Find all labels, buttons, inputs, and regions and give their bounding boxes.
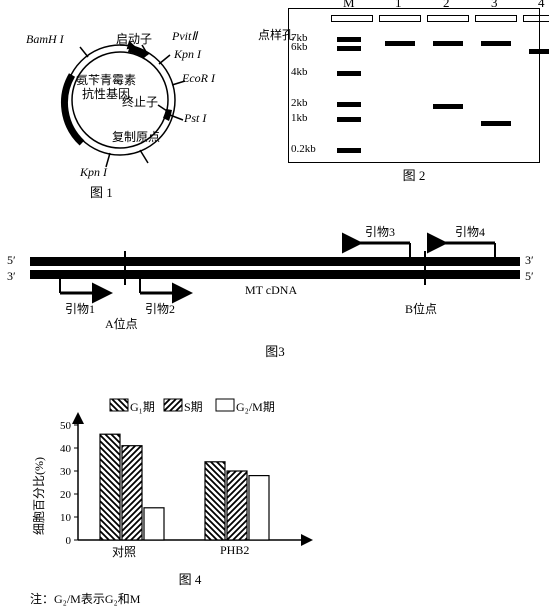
well	[427, 15, 469, 22]
lane-4: 4	[538, 0, 545, 11]
primer3-label: 引物3	[365, 223, 395, 240]
gel-band	[385, 41, 415, 46]
well	[379, 15, 421, 22]
fig3-caption: 图3	[5, 341, 545, 360]
gel-band	[481, 121, 511, 126]
gel-band	[337, 71, 361, 76]
gel-band	[481, 41, 511, 46]
well	[331, 15, 373, 22]
siteA-label: A位点	[105, 315, 138, 332]
ladder-label: 0.2kb	[291, 143, 316, 155]
origin-label: 复制原点	[112, 128, 160, 145]
svg-text:50: 50	[60, 420, 72, 432]
fig1-caption: 图 1	[90, 182, 113, 201]
siteB-label: B位点	[405, 300, 437, 317]
primer1-label: 引物1	[65, 300, 95, 317]
ladder-label: 2kb	[291, 97, 308, 109]
lane-2: 2	[443, 0, 450, 11]
gel-band	[529, 49, 549, 54]
svg-text:20: 20	[60, 489, 72, 501]
kpn-bot-label: Kpn I	[80, 165, 107, 180]
gel-band	[337, 46, 361, 51]
bamhi-label: BamH I	[26, 32, 64, 47]
end3-right-top: 3′	[525, 253, 534, 268]
lane-M: M	[343, 0, 355, 11]
kpn-top-label: Kpn I	[174, 47, 201, 62]
figure-2: 点样孔 M 1 2 3 4 7kb6kb4kb2kb1kb0.2kb 图 2	[260, 8, 540, 184]
group-0: 对照	[112, 543, 136, 560]
group-1: PHB2	[220, 543, 249, 558]
lane-1: 1	[395, 0, 402, 11]
legend-g1: G₁期	[130, 398, 155, 415]
bar-chart-svg: 0 10 20 30 40 50	[30, 395, 330, 565]
gel-band	[433, 41, 463, 46]
gel-band	[337, 148, 361, 153]
gel-band	[433, 104, 463, 109]
fig4-caption: 图 4	[30, 569, 350, 588]
legend-g2m: G₂/M期	[236, 398, 275, 415]
legend-s: S期	[184, 398, 203, 415]
end3-left-bot: 3′	[7, 269, 16, 284]
ecori-label: EcoR I	[182, 71, 215, 86]
svg-text:40: 40	[60, 443, 72, 455]
svg-text:30: 30	[60, 466, 72, 478]
svg-text:10: 10	[60, 512, 72, 524]
gel-band	[337, 117, 361, 122]
ladder-label: 6kb	[291, 41, 308, 53]
end5-right-bot: 5′	[525, 269, 534, 284]
amp-label: 氨苄青霉素 抗性基因	[76, 73, 136, 102]
figure-3: 5′ 3′ 3′ 5′ 引物1 引物2 引物3 引物4 MT cDNA A位点 …	[5, 215, 545, 360]
psti-label: Pst I	[184, 111, 206, 126]
gel-box: M 1 2 3 4 7kb6kb4kb2kb1kb0.2kb	[288, 8, 540, 163]
ladder-label: 4kb	[291, 66, 308, 78]
primer4-label: 引物4	[455, 223, 485, 240]
promoter-label: 启动子	[116, 30, 152, 47]
figure-4: 0 10 20 30 40 50 G₁期 S期 G₂/M期 细胞百分比(%) 对照 PHB…	[30, 395, 350, 607]
gel-band	[337, 102, 361, 107]
end5-left-top: 5′	[7, 253, 16, 268]
well	[475, 15, 517, 22]
primer2-label: 引物2	[145, 300, 175, 317]
gel-band	[337, 37, 361, 42]
lane-3: 3	[491, 0, 498, 11]
svg-text:0: 0	[66, 535, 72, 547]
ylabel: 细胞百分比(%)	[30, 457, 47, 535]
fig2-caption: 图 2	[288, 165, 540, 184]
fig4-note: 注：G₂/M表示G₂和M	[30, 590, 350, 607]
pvit-label: PvitⅡ	[172, 29, 197, 44]
figure-1: BamH I 启动子 PvitⅡ Kpn I EcoR I 终止子 Pst I …	[20, 15, 220, 189]
mt-label: MT cDNA	[245, 283, 297, 298]
well	[523, 15, 549, 22]
ladder-label: 1kb	[291, 112, 308, 124]
